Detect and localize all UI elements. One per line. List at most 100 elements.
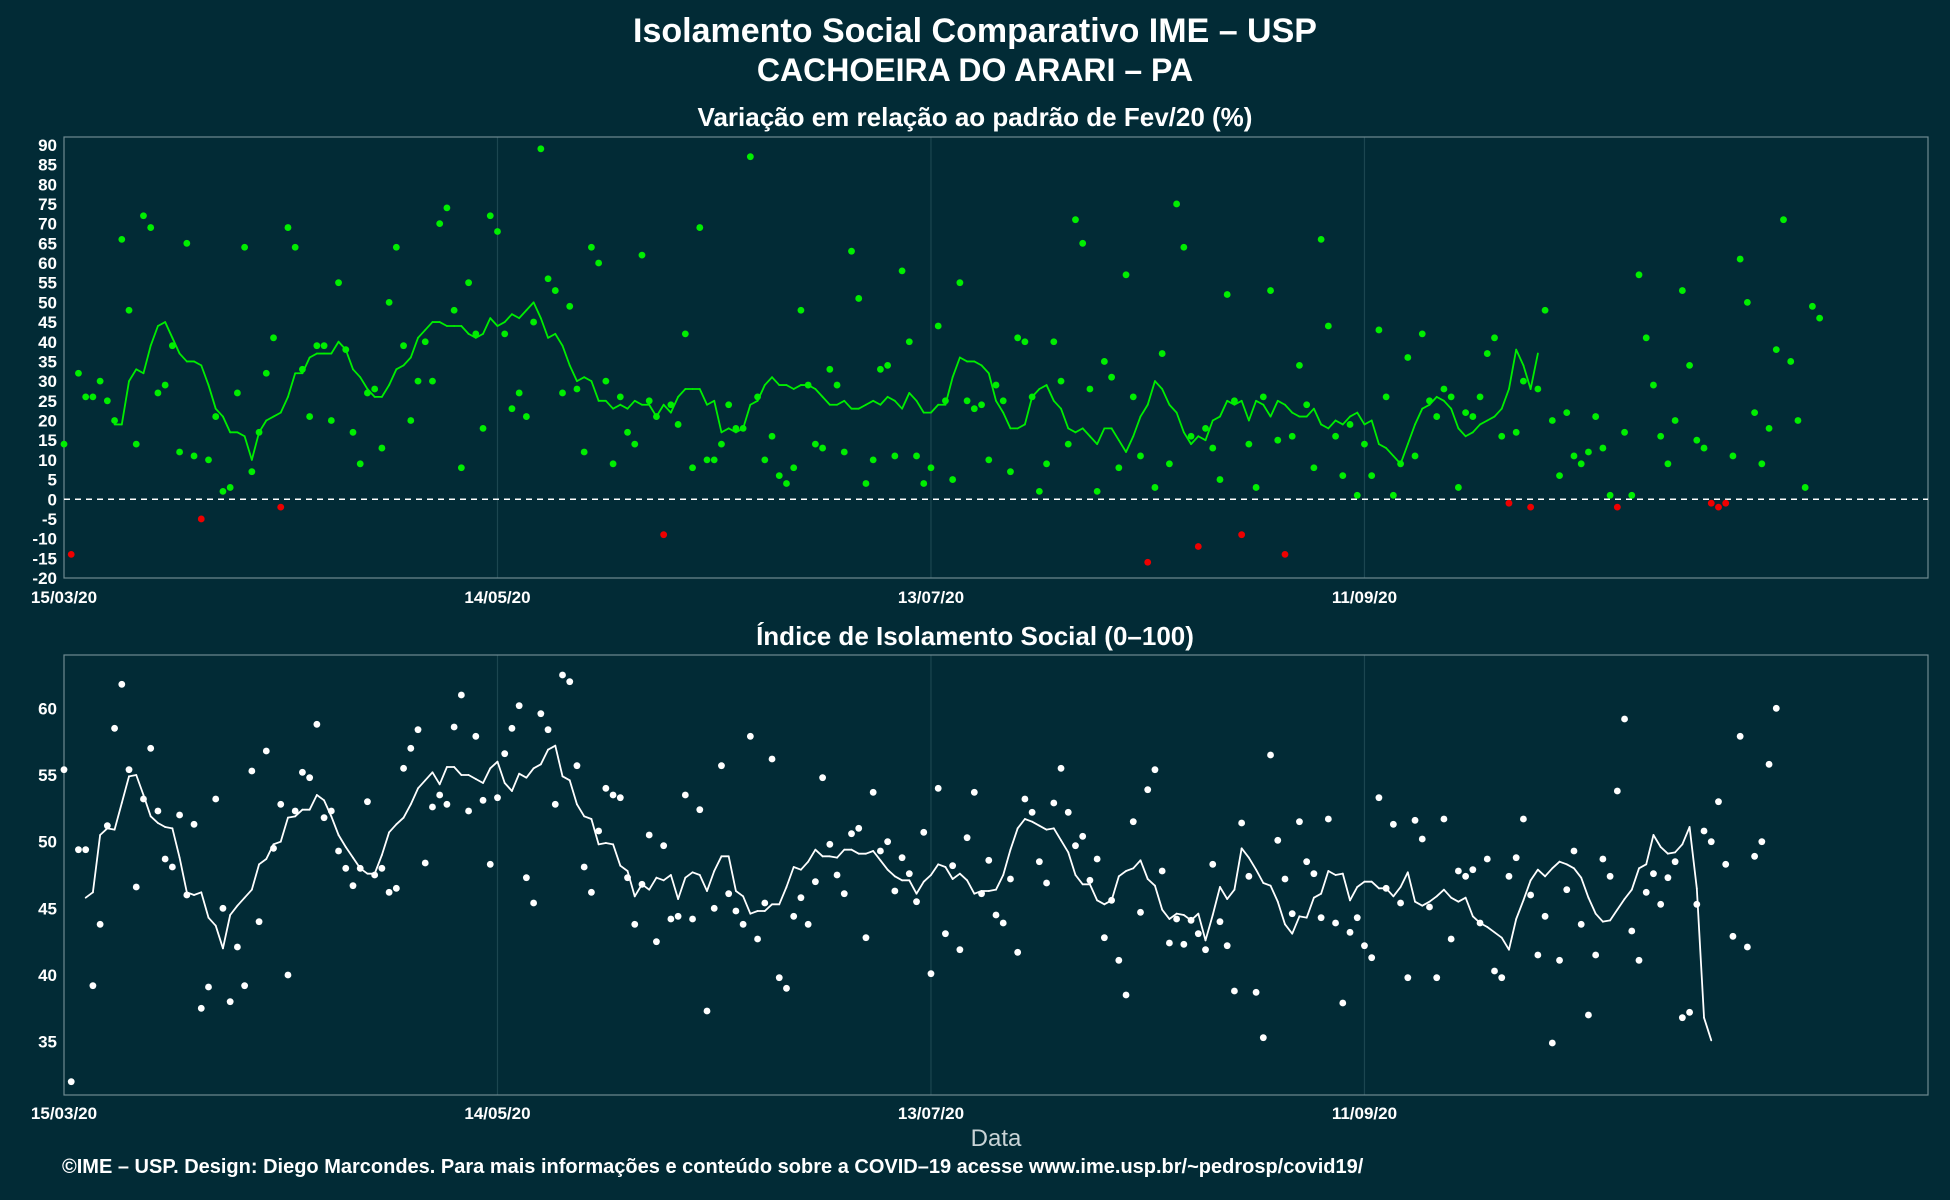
- data-point: [1592, 413, 1600, 420]
- data-point: [1137, 452, 1144, 460]
- data-point: [1628, 491, 1636, 499]
- data-point: [927, 970, 935, 978]
- data-point: [1743, 298, 1751, 306]
- trend-line-segment: [1370, 880, 1380, 890]
- data-point: [746, 153, 754, 161]
- data-point: [1657, 432, 1665, 440]
- x-axis-label: Data: [971, 1125, 1022, 1152]
- trend-line-segment: [576, 803, 586, 818]
- data-point: [1729, 932, 1737, 940]
- data-point: [645, 397, 653, 405]
- trend-line-segment: [1182, 914, 1192, 922]
- data-point: [291, 807, 299, 815]
- trend-line-segment: [1067, 427, 1077, 434]
- data-point: [262, 747, 270, 755]
- trend-line-segment: [1052, 827, 1062, 842]
- trend-line-segment: [1298, 915, 1308, 919]
- data-point: [1064, 440, 1072, 448]
- trend-line-segment: [633, 883, 643, 898]
- data-point: [465, 279, 472, 287]
- trend-line-segment: [561, 344, 571, 367]
- trend-line-segment: [1031, 388, 1041, 398]
- data-point: [1787, 358, 1795, 365]
- trend-line-segment: [272, 411, 282, 418]
- trend-line-segment: [1211, 886, 1221, 916]
- trend-line-segment: [1688, 826, 1698, 890]
- data-point: [920, 828, 928, 836]
- data-point: [1129, 393, 1137, 401]
- trend-line-segment: [1016, 423, 1026, 430]
- data-point: [1498, 432, 1506, 440]
- trend-line-segment: [518, 309, 528, 320]
- trend-line-segment: [1406, 423, 1416, 446]
- data-point: [761, 456, 769, 464]
- data-point: [190, 452, 198, 460]
- trend-line-segment: [742, 895, 752, 915]
- data-point: [1310, 464, 1318, 472]
- data-point: [501, 330, 509, 338]
- trend-line-segment: [886, 868, 896, 878]
- trend-line-segment: [1601, 919, 1612, 923]
- data-point: [1751, 852, 1759, 860]
- trend-line-segment: [1638, 863, 1648, 870]
- trend-line-segment: [200, 364, 210, 386]
- data-point: [356, 460, 364, 468]
- data-point: [1772, 346, 1780, 354]
- trend-line-segment: [496, 321, 506, 327]
- data-point: [1310, 870, 1318, 878]
- data-point: [1678, 1014, 1686, 1022]
- data-point: [840, 448, 848, 456]
- trend-line-segment: [1247, 856, 1257, 871]
- data-point: [1512, 428, 1520, 436]
- trend-line-segment: [1320, 423, 1330, 430]
- y-tick-label: 85: [38, 156, 57, 175]
- data-point: [1801, 484, 1809, 491]
- data-point: [790, 912, 798, 920]
- trend-line-segment: [337, 834, 347, 848]
- data-point: [277, 800, 285, 808]
- data-point: [1079, 239, 1087, 247]
- data-point: [942, 930, 949, 938]
- data-point: [811, 440, 819, 448]
- data-point: [371, 385, 379, 393]
- data-point: [1332, 919, 1339, 927]
- data-point: [1411, 816, 1419, 824]
- trend-line-segment: [1450, 896, 1460, 903]
- data-point: [212, 413, 220, 420]
- data-point: [544, 726, 552, 734]
- trend-line-segment: [1370, 419, 1380, 446]
- data-point: [1035, 487, 1043, 495]
- data-point: [999, 397, 1007, 405]
- trend-line-segment: [915, 880, 925, 895]
- data-point: [436, 220, 444, 228]
- trend-line-segment: [1392, 886, 1402, 898]
- data-point: [696, 224, 704, 231]
- y-tick-label: -15: [32, 549, 57, 568]
- trend-line-segment: [792, 866, 802, 871]
- trend-line-segment: [1139, 859, 1149, 880]
- trend-line-segment: [893, 875, 903, 882]
- data-point: [1577, 460, 1585, 468]
- data-point: [667, 915, 675, 923]
- data-point: [1021, 795, 1029, 803]
- trend-line-segment: [1630, 867, 1640, 891]
- data-point: [1231, 987, 1238, 995]
- trend-line-segment: [402, 803, 412, 819]
- trend-line-segment: [359, 376, 369, 390]
- data-point: [1216, 476, 1224, 483]
- data-point: [450, 723, 458, 731]
- data-point: [1144, 786, 1152, 794]
- trend-line-segment: [865, 850, 875, 855]
- data-point: [335, 847, 342, 855]
- data-point: [1491, 967, 1498, 975]
- data-point: [689, 915, 696, 923]
- trend-line-segment: [1522, 879, 1532, 902]
- trend-line-segment: [142, 344, 152, 375]
- trend-line-segment: [590, 818, 600, 846]
- trend-line-segment: [1161, 388, 1171, 406]
- data-point: [1570, 847, 1578, 855]
- data-point: [472, 330, 480, 338]
- data-point: [270, 334, 277, 342]
- data-point: [205, 983, 212, 991]
- data-point: [407, 417, 415, 424]
